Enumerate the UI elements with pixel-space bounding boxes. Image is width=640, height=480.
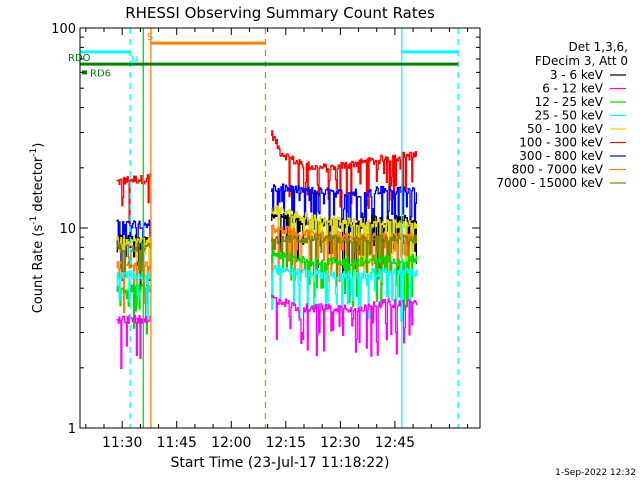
legend-label-7000-15000-kev: 7000 - 15000 keV <box>496 176 603 190</box>
y-tick-label-100: 100 <box>51 22 76 37</box>
series-line-300-800-kev-seg2 <box>270 183 418 243</box>
legend-header-line2: FDecim 3, Att 0 <box>535 54 628 68</box>
legend-label-50-100-kev: 50 - 100 keV <box>527 122 604 136</box>
legend-label-800-7000-kev: 800 - 7000 keV <box>512 163 604 177</box>
x-tick-label-1200: 12:00 <box>211 435 251 451</box>
series-line-12-25-kev-seg1 <box>116 283 152 335</box>
x-tick-label-1215: 12:15 <box>266 435 306 451</box>
legend-label-300-800-kev: 300 - 800 keV <box>519 149 603 163</box>
annotation-bar-label-rdo: RDO <box>68 53 91 64</box>
y-axis-label-exp2: -1 <box>29 148 39 157</box>
series-line-25-50-kev-seg1 <box>116 270 152 320</box>
legend-label-6-12-kev: 6 - 12 keV <box>542 82 604 96</box>
annotation-bar-label-s: S <box>147 32 153 43</box>
series-line-12-25-kev-seg2 <box>270 249 418 311</box>
y-axis-label-tail: detector <box>31 156 46 216</box>
series-line-25-50-kev-seg2 <box>270 264 418 326</box>
y-axis-label: Count Rate (s-1 detector-1) <box>29 143 46 314</box>
chart-title: RHESSI Observing Summary Count Rates <box>125 4 435 22</box>
series-line-100-300-kev-seg1 <box>116 173 152 224</box>
x-tick-label-1130: 11:30 <box>102 435 142 451</box>
series-line-7000-15000-kev-seg1 <box>116 242 152 283</box>
x-tick-label-1230: 12:30 <box>320 435 360 451</box>
legend-header-line1: Det 1,3,6, <box>569 40 629 54</box>
annotation-marker-n: N <box>131 55 138 66</box>
footer-timestamp: 1-Sep-2022 12:32 <box>555 468 636 478</box>
series-line-800-7000-kev-seg2 <box>270 224 418 290</box>
legend-label-25-50-kev: 25 - 50 keV <box>535 109 604 123</box>
series-line-6-12-kev-seg2 <box>270 294 418 357</box>
y-tick-label-10: 10 <box>59 222 76 237</box>
y-axis-label-main: Count Rate (s <box>31 225 46 314</box>
y-tick-label-1: 1 <box>68 422 76 437</box>
series-line-100-300-kev-seg2 <box>270 130 418 214</box>
x-axis-label: Start Time (23-Jul-17 11:18:22) <box>170 455 389 471</box>
x-tick-label-1145: 11:45 <box>157 435 197 451</box>
y-axis-label-close: ) <box>31 143 46 148</box>
axes: 11:30 11:45 12:00 12:15 12:30 12:45 100 10 1 <box>51 22 480 451</box>
legend-label-12-25-kev: 12 - 25 keV <box>535 95 604 109</box>
series-line-50-100-kev-seg2 <box>270 205 418 277</box>
y-axis-label-exp1: -1 <box>29 216 39 225</box>
annotation-marker-rd6-box <box>82 70 87 75</box>
plot-area: RDO S N RD6 <box>68 28 459 428</box>
x-tick-label-1245: 12:45 <box>375 435 415 451</box>
series-line-6-12-kev-seg1 <box>116 314 152 370</box>
series-line-3-6-kev-seg1 <box>116 234 152 290</box>
legend-label-3-6-kev: 3 - 6 keV <box>550 68 604 82</box>
series-line-7000-15000-kev-seg2 <box>270 234 418 287</box>
annotation-marker-rd6: RD6 <box>90 68 111 79</box>
legend-label-100-300-kev: 100 - 300 keV <box>519 136 603 150</box>
